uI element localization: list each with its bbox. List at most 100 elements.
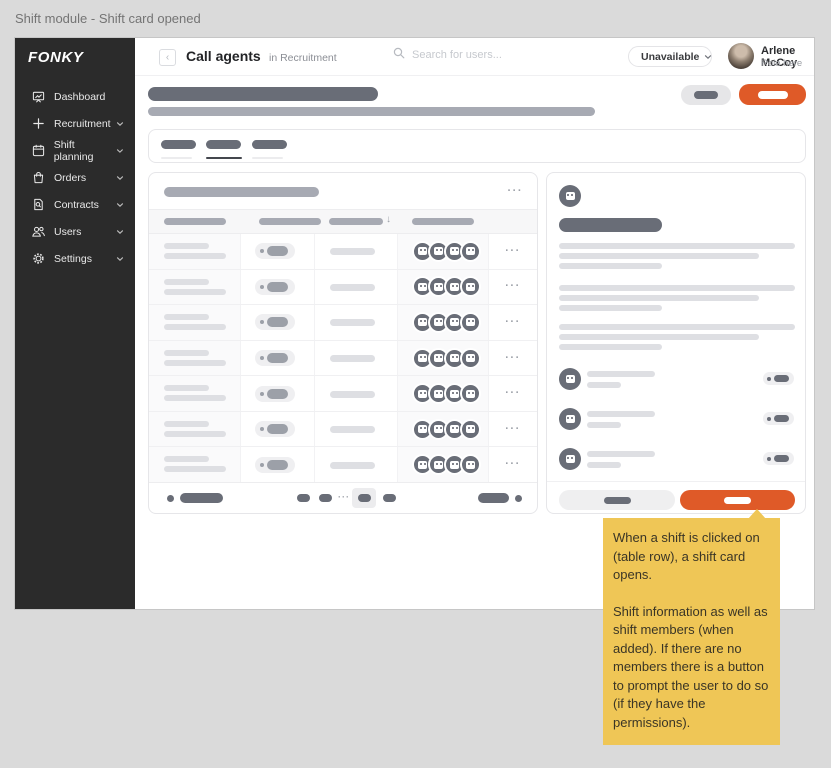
chevron-down-icon (704, 48, 712, 66)
calendar-icon (31, 144, 46, 158)
avatar-placeholder (460, 311, 481, 333)
sidebar-item-label: Dashboard (54, 90, 106, 103)
row-more-icon[interactable]: ··· (505, 422, 521, 435)
face-icon (565, 415, 575, 423)
sidebar-item-users[interactable]: Users (15, 218, 135, 245)
table-body: ··· ··· ··· ··· ··· ··· ··· (149, 234, 537, 483)
sidebar-item-label: Recruitment (54, 117, 111, 130)
column-header-skeleton (259, 218, 321, 225)
sidebar: FONKY Dashboard Recruitment Shift planning… (15, 38, 135, 609)
sidebar-item-dashboard[interactable]: Dashboard (15, 83, 135, 110)
avatar-placeholder (559, 448, 581, 470)
face-icon (418, 425, 427, 434)
pagination-current-page[interactable] (352, 488, 376, 508)
avatar-group (398, 376, 489, 411)
user-role: Role here (761, 58, 803, 69)
pagination-prev-label[interactable] (180, 493, 223, 503)
dashboard-icon (31, 90, 46, 104)
face-icon (434, 247, 443, 256)
sidebar-item-contracts[interactable]: Contracts (15, 191, 135, 218)
table-row[interactable]: ··· (149, 376, 537, 412)
pagination-page[interactable] (319, 494, 332, 502)
avatar-group (398, 305, 489, 340)
pagination-prev-icon[interactable] (167, 494, 174, 502)
tab-1[interactable] (161, 130, 201, 162)
sidebar-item-shift-planning[interactable]: Shift planning (15, 137, 135, 164)
table-more-icon[interactable]: ··· (507, 185, 523, 197)
status-pill-skeleton (255, 243, 295, 260)
sidebar-item-label: Contracts (54, 198, 99, 211)
gear-icon (31, 252, 46, 266)
avatar-placeholder (460, 383, 481, 405)
avatar[interactable] (728, 43, 754, 69)
row-more-icon[interactable]: ··· (505, 280, 521, 293)
face-icon (418, 354, 427, 363)
tab-bar (148, 129, 806, 163)
bag-icon (31, 171, 46, 185)
sidebar-item-orders[interactable]: Orders (15, 164, 135, 191)
sidebar-item-label: Users (54, 225, 82, 238)
shift-avatar-placeholder (559, 185, 581, 207)
face-icon (434, 425, 443, 434)
note-paragraph: Shift information as well as shift membe… (613, 603, 769, 730)
shift-primary-button[interactable] (680, 490, 795, 510)
table-row[interactable]: ··· (149, 305, 537, 341)
users-icon (31, 225, 46, 239)
sidebar-item-recruitment[interactable]: Recruitment (15, 110, 135, 137)
shift-card (546, 172, 806, 514)
table-title-skeleton (164, 187, 319, 197)
row-more-icon[interactable]: ··· (505, 387, 521, 400)
row-more-icon[interactable]: ··· (505, 244, 521, 257)
face-icon (466, 354, 475, 363)
shift-info-group (559, 243, 795, 269)
row-more-icon[interactable]: ··· (505, 351, 521, 364)
face-icon (450, 282, 459, 291)
availability-dropdown[interactable]: Unavailable (628, 46, 712, 67)
sidebar-item-settings[interactable]: Settings (15, 245, 135, 272)
face-icon (418, 247, 427, 256)
shift-secondary-button[interactable] (559, 490, 675, 510)
shift-member-row[interactable] (547, 448, 805, 482)
row-more-icon[interactable]: ··· (505, 315, 521, 328)
face-icon (466, 318, 475, 327)
face-icon (450, 425, 459, 434)
sort-desc-icon[interactable]: ↓ (386, 214, 391, 225)
avatar-placeholder (460, 240, 481, 262)
search-input[interactable]: Search for users... (393, 46, 502, 64)
face-icon (565, 455, 575, 463)
member-status-pill (763, 372, 794, 385)
table-row[interactable]: ··· (149, 447, 537, 483)
face-icon (565, 192, 575, 200)
collapse-sidebar-icon[interactable]: ‹ (159, 49, 176, 66)
avatar-group (398, 411, 489, 447)
avatar-placeholder (460, 454, 481, 476)
pagination-next-label[interactable] (478, 493, 509, 503)
secondary-action-button[interactable] (681, 85, 731, 105)
face-icon (434, 389, 443, 398)
table-row[interactable]: ··· (149, 269, 537, 306)
row-more-icon[interactable]: ··· (505, 458, 521, 471)
divider (547, 481, 805, 482)
face-icon (434, 282, 443, 291)
avatar-placeholder (559, 368, 581, 390)
frame-label: Shift module - Shift card opened (15, 11, 201, 26)
avatar-placeholder (460, 276, 481, 298)
pagination-page[interactable] (297, 494, 310, 502)
table-row[interactable]: ··· (149, 340, 537, 377)
sidebar-nav: Dashboard Recruitment Shift planning Orders… (15, 83, 135, 272)
primary-action-button[interactable] (739, 84, 806, 105)
table-row[interactable]: ··· (149, 234, 537, 270)
face-icon (466, 425, 475, 434)
table-row[interactable]: ··· (149, 411, 537, 448)
pagination-page[interactable] (383, 494, 396, 502)
status-pill-skeleton (255, 456, 295, 473)
page-context: in Recruitment (269, 52, 337, 64)
tab-2[interactable] (206, 130, 246, 162)
shift-member-row[interactable] (547, 408, 805, 442)
app-window: FONKY Dashboard Recruitment Shift planning… (14, 37, 815, 610)
shift-member-row[interactable] (547, 368, 805, 402)
pagination-next-icon[interactable] (515, 494, 522, 502)
avatar-placeholder (412, 240, 433, 262)
face-icon (418, 318, 427, 327)
tab-3[interactable] (252, 130, 292, 162)
